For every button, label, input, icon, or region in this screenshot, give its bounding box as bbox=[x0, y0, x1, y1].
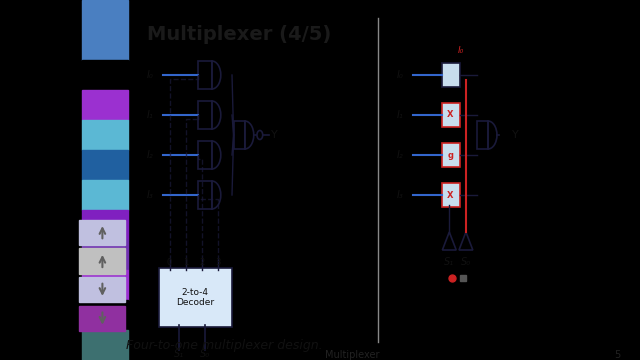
Text: I₃: I₃ bbox=[397, 190, 404, 200]
Text: 3: 3 bbox=[215, 258, 220, 267]
Text: 1: 1 bbox=[183, 258, 188, 267]
Text: S₁: S₁ bbox=[174, 349, 184, 359]
Bar bbox=[82, 210, 128, 240]
Bar bbox=[198, 181, 212, 209]
Bar bbox=[79, 306, 125, 331]
Bar bbox=[82, 300, 128, 330]
Text: Multiplexer (4/5): Multiplexer (4/5) bbox=[147, 25, 332, 44]
Bar bbox=[234, 121, 245, 149]
Text: 2: 2 bbox=[199, 258, 204, 267]
Text: Multiplexer: Multiplexer bbox=[324, 350, 380, 360]
Bar bbox=[442, 103, 460, 127]
Text: 5: 5 bbox=[614, 350, 621, 360]
Bar bbox=[82, 240, 128, 270]
Bar bbox=[82, 30, 128, 60]
Bar bbox=[79, 277, 125, 302]
Bar bbox=[82, 150, 128, 180]
FancyBboxPatch shape bbox=[159, 268, 232, 327]
Text: I₂: I₂ bbox=[147, 150, 154, 160]
Bar bbox=[442, 143, 460, 167]
Text: Y: Y bbox=[512, 130, 519, 140]
Bar bbox=[82, 60, 128, 90]
Text: I₀: I₀ bbox=[458, 46, 464, 55]
Bar bbox=[442, 63, 460, 87]
Text: X: X bbox=[447, 111, 454, 120]
Text: 0: 0 bbox=[167, 258, 172, 267]
Bar bbox=[82, 270, 128, 300]
Text: S₀: S₀ bbox=[461, 257, 471, 267]
Text: I₁: I₁ bbox=[397, 110, 404, 120]
Text: Four-to-one multiplexer design.: Four-to-one multiplexer design. bbox=[125, 339, 323, 352]
Bar bbox=[198, 61, 212, 89]
Text: g: g bbox=[447, 150, 454, 159]
Bar bbox=[82, 90, 128, 120]
Bar bbox=[442, 183, 460, 207]
Bar bbox=[79, 220, 125, 245]
Bar bbox=[82, 180, 128, 210]
Bar bbox=[79, 248, 125, 274]
Bar bbox=[82, 120, 128, 150]
Text: I₃: I₃ bbox=[147, 190, 154, 200]
Text: S₁: S₁ bbox=[444, 257, 454, 267]
Text: S₀: S₀ bbox=[200, 349, 210, 359]
Bar bbox=[82, 0, 128, 30]
Text: 2-to-4
Decoder: 2-to-4 Decoder bbox=[176, 288, 214, 307]
Bar bbox=[198, 101, 212, 129]
Bar bbox=[477, 121, 488, 149]
Text: I₁: I₁ bbox=[147, 110, 154, 120]
Bar bbox=[198, 141, 212, 169]
Text: X: X bbox=[447, 190, 454, 199]
Bar bbox=[82, 330, 128, 360]
Text: I₀: I₀ bbox=[397, 70, 404, 80]
Text: I₀: I₀ bbox=[147, 70, 154, 80]
Text: I₂: I₂ bbox=[397, 150, 404, 160]
Text: Y: Y bbox=[271, 130, 278, 140]
